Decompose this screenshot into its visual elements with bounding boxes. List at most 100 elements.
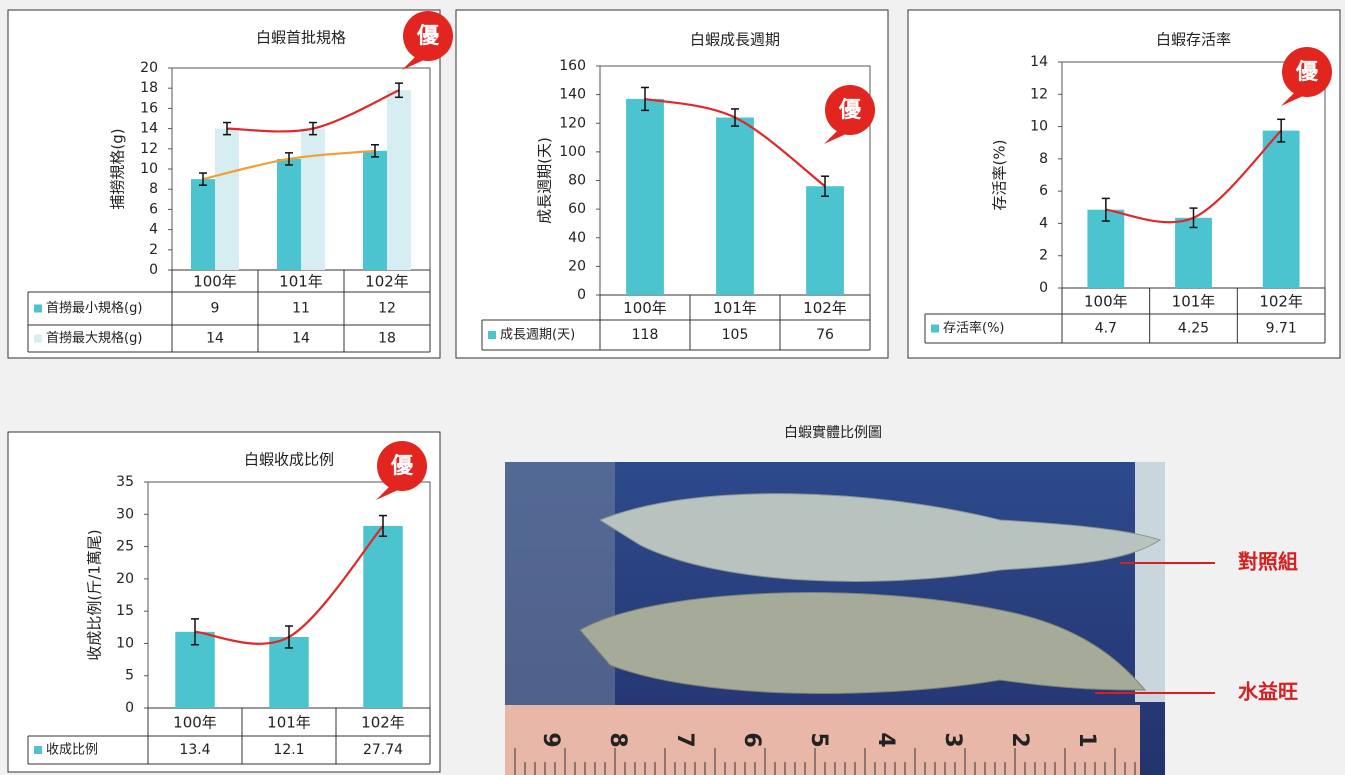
error-bar [285,625,293,649]
badge-shape [825,85,875,135]
x-tick-label: 102年 [365,273,409,291]
badge-shape [1281,92,1303,106]
y-tick-label: 18 [140,80,158,96]
badge-shape [402,56,424,70]
x-tick-label: 101年 [1172,293,1216,311]
chart-title: 白蝦收成比例 [244,451,334,469]
shrimp-control [598,493,1162,582]
legend-swatch [931,324,939,333]
y-tick-label: 10 [116,635,134,651]
table-value: 12.1 [273,742,304,758]
error-bar [1101,197,1110,222]
x-tick-label: 100年 [623,299,667,317]
bar [363,150,387,270]
y-tick-label: 140 [559,87,586,103]
photo-edge [1135,462,1165,702]
bar [301,128,325,270]
x-tick-label: 102年 [1259,293,1303,311]
error-bar [821,175,829,197]
y-axis-label: 收成比例(斤/1萬尾) [86,529,104,660]
badge: 優 [838,98,862,123]
ruler-label: 9 [538,732,563,747]
legend-label: 收成比例 [46,743,98,758]
ruler-label: 1 [1074,732,1099,747]
ruler [505,705,1140,775]
error-bar [1277,118,1286,143]
error-bar [379,514,387,537]
chart-title: 白蝦首批規格 [256,29,346,47]
y-tick-label: 8 [1039,151,1048,167]
chart-panel: 白蝦成長週期 0 20 40 60 80 100 120 140 160 成長週期(天) 100年 10… [455,9,889,359]
bar [806,186,844,295]
legend-label: 首撈最小規格(g) [46,300,142,316]
table-value: 4.7 [1095,321,1117,337]
ruler-label: 2 [1007,732,1032,747]
x-tick-label: 100年 [173,714,217,732]
ruler-label: 8 [605,732,630,747]
badge: 優 [416,24,440,49]
error-bar [199,172,207,186]
y-tick-label: 0 [577,287,586,303]
error-bar [223,121,231,136]
legend-swatch [34,304,42,313]
badge-shape [1282,47,1332,97]
y-tick-label: 35 [116,474,134,490]
table-value: 9.71 [1266,321,1297,337]
y-tick-label: 16 [140,100,158,116]
chart-title: 白蝦成長週期 [690,31,780,49]
bar [387,90,411,270]
y-tick-label: 80 [568,173,586,189]
error-bar [1189,207,1198,229]
table-value: 76 [816,327,834,343]
bar [277,158,301,270]
error-bar [309,121,317,136]
bar [269,636,309,708]
y-tick-label: 30 [116,506,134,522]
legend-label: 存活率(%) [943,320,1005,336]
y-tick-label: 0 [149,262,158,278]
legend-swatch [34,334,42,343]
photo: 白蝦實體比例圖 9 8 7 6 5 4 3 2 1 對照組 水益旺 [505,424,1298,775]
x-tick-label: 101年 [267,714,311,732]
error-bar [395,82,403,99]
badge-shape [824,130,846,144]
table-value: 118 [632,327,659,343]
y-tick-label: 25 [116,539,134,555]
chart-panel: 白蝦收成比例 0 5 10 15 20 25 30 35 收成比例(斤/1萬尾) 100年 101年 1… [7,431,441,773]
y-tick-label: 12 [1030,86,1048,102]
ruler-label: 7 [672,732,697,747]
y-tick-label: 0 [125,700,134,716]
photo-label: 水益旺 [1238,680,1298,704]
y-tick-label: 20 [116,571,134,587]
table-value: 13.4 [179,742,210,758]
bar [626,98,664,295]
table-value: 12 [378,301,396,317]
table-value: 11 [292,301,310,317]
badge: 優 [390,454,414,479]
y-tick-label: 0 [1039,280,1048,296]
y-tick-label: 14 [1030,54,1048,70]
bar [215,128,239,270]
bar [363,525,403,708]
x-tick-label: 102年 [361,714,405,732]
y-axis-label: 存活率(%) [991,140,1009,211]
table-value: 27.74 [363,742,403,758]
legend-swatch [488,331,496,339]
badge-shape [376,486,398,500]
error-bar [641,86,649,112]
table-value: 9 [211,301,220,317]
bar [716,117,754,296]
y-tick-label: 120 [559,115,586,131]
table-value: 4.25 [1178,321,1209,337]
y-tick-label: 6 [1039,183,1048,199]
chart-panel: 白蝦首批規格 0 2 4 6 8 10 12 14 16 18 20 捕撈規格(g) 100年 101年 10… [7,9,453,359]
badge-shape [377,441,427,491]
y-tick-label: 4 [149,222,158,238]
ruler-label: 4 [873,732,898,747]
y-tick-label: 2 [1039,248,1048,264]
shrimp-treated [579,592,1147,694]
y-tick-label: 14 [140,121,158,137]
y-tick-label: 4 [1039,215,1048,231]
